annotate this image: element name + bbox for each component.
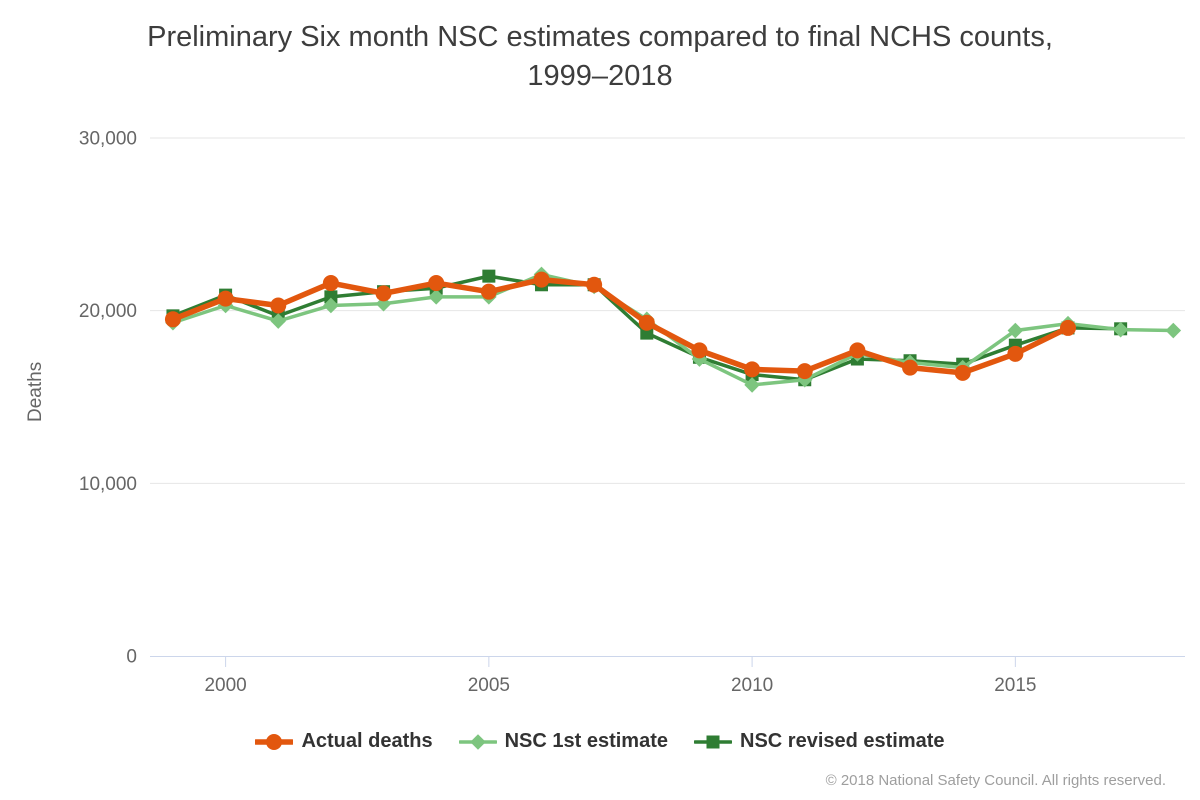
data-point-marker — [164, 311, 181, 328]
data-point-marker — [428, 275, 445, 292]
credits-link[interactable]: © 2018 National Safety Council. All righ… — [825, 772, 1166, 789]
data-point-marker — [586, 276, 603, 293]
legend-item-nsc-1st-estimate[interactable]: NSC 1st estimate — [458, 730, 668, 753]
data-point-marker — [322, 275, 339, 292]
legend: Actual deaths NSC 1st estimate NSC revised… — [0, 730, 1200, 753]
legend-marker-diamond-icon — [458, 733, 497, 750]
legend-marker-square-icon — [694, 735, 732, 748]
data-point-marker — [533, 271, 550, 288]
series-line — [170, 276, 1071, 376]
data-point-marker — [270, 297, 287, 314]
legend-item-nsc-revised-estimate[interactable]: NSC revised estimate — [694, 730, 945, 753]
data-point-marker — [480, 283, 497, 300]
data-point-marker — [1112, 321, 1129, 338]
plot-area: 0 10,000 20,000 30,000 2000 2005 2010 2015 — [79, 129, 1185, 696]
data-point-marker — [902, 359, 919, 376]
legend-marker-circle-icon — [255, 733, 294, 750]
data-point-marker — [1007, 345, 1024, 362]
chart-title: Preliminary Six month NSC estimates comp… — [147, 21, 1053, 92]
data-point-marker — [323, 297, 339, 314]
data-point-marker — [1165, 322, 1182, 339]
data-point-marker — [744, 377, 760, 393]
x-tick-label: 2010 — [731, 675, 773, 696]
x-tick-label: 2005 — [468, 675, 510, 696]
data-point-marker — [482, 269, 496, 283]
data-point-marker — [638, 314, 655, 331]
y-tick-label: 10,000 — [79, 474, 137, 495]
legend-label: Actual deaths — [301, 730, 433, 752]
data-point-marker — [1060, 319, 1076, 336]
series-line — [171, 272, 1176, 387]
x-tick-label: 2015 — [994, 675, 1036, 696]
data-point-marker — [796, 363, 813, 380]
data-point-marker — [375, 295, 392, 312]
data-point-marker — [324, 290, 338, 304]
y-tick-label: 20,000 — [79, 301, 137, 322]
data-point-marker — [849, 342, 866, 359]
data-point-marker — [796, 371, 813, 388]
series-nsc-1st-estimate — [165, 266, 1182, 393]
data-point-marker — [217, 290, 234, 307]
data-point-marker — [1007, 322, 1024, 339]
data-point-marker — [270, 313, 287, 329]
y-tick-label: 30,000 — [79, 129, 137, 150]
legend-label: NSC 1st estimate — [504, 730, 668, 752]
data-point-marker — [375, 285, 392, 302]
y-tick-label: 0 — [126, 647, 137, 668]
legend-label: NSC revised estimate — [740, 730, 945, 752]
data-point-marker — [744, 361, 761, 378]
data-point-marker — [691, 342, 708, 359]
legend-item-actual-deaths[interactable]: Actual deaths — [255, 730, 433, 753]
x-tick-label: 2000 — [204, 675, 246, 696]
series-actual-deaths — [164, 271, 1076, 381]
data-point-marker — [954, 364, 971, 381]
data-point-marker — [428, 289, 444, 305]
